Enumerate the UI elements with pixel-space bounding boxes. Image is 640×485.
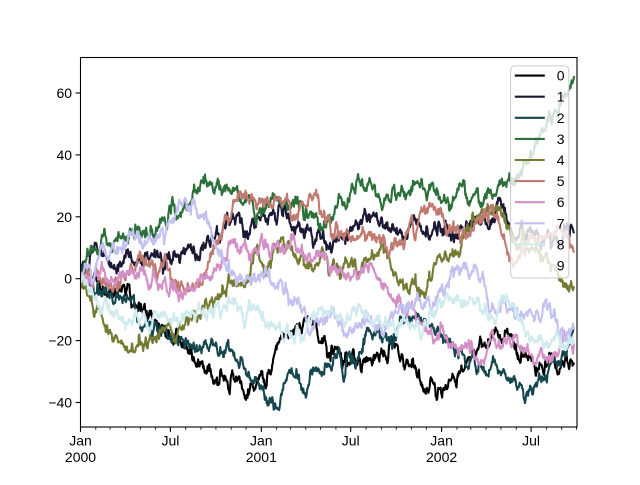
- svg-text:6: 6: [557, 194, 565, 210]
- svg-text:20: 20: [57, 209, 73, 225]
- svg-text:7: 7: [557, 215, 565, 231]
- svg-text:2: 2: [557, 110, 565, 126]
- svg-text:8: 8: [557, 236, 565, 252]
- svg-text:Jul: Jul: [342, 433, 360, 449]
- svg-text:3: 3: [557, 131, 565, 147]
- svg-text:0: 0: [64, 271, 72, 287]
- svg-text:2001: 2001: [246, 449, 277, 465]
- svg-text:60: 60: [57, 85, 73, 101]
- svg-text:Jan: Jan: [430, 433, 453, 449]
- svg-text:Jul: Jul: [161, 433, 179, 449]
- svg-text:4: 4: [557, 152, 565, 168]
- svg-text:2002: 2002: [426, 449, 457, 465]
- svg-text:5: 5: [557, 173, 565, 189]
- svg-text:Jan: Jan: [69, 433, 92, 449]
- svg-text:1: 1: [557, 89, 565, 105]
- svg-text:−20: −20: [48, 333, 72, 349]
- svg-text:0: 0: [557, 68, 565, 84]
- svg-text:−40: −40: [48, 395, 72, 411]
- svg-text:40: 40: [57, 147, 73, 163]
- svg-text:Jan: Jan: [250, 433, 273, 449]
- svg-text:Jul: Jul: [522, 433, 540, 449]
- svg-text:2000: 2000: [65, 449, 96, 465]
- svg-text:9: 9: [557, 258, 565, 274]
